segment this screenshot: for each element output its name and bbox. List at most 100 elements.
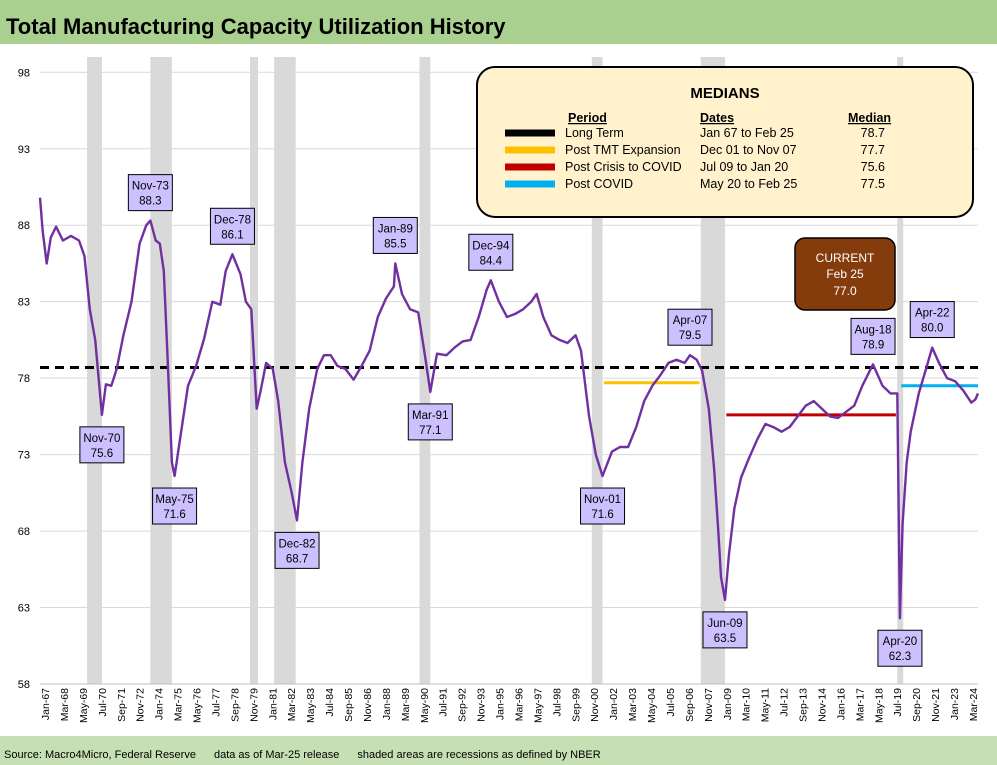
x-tick-label: Sep-20 [911,688,923,722]
x-tick-label: Jan-16 [835,688,847,720]
medians-legend-box: MEDIANS Period Dates Median Long Term Jan 67 … [476,66,974,218]
current-value: 77.0 [833,284,857,298]
y-tick-label: 93 [18,144,30,156]
annotation-value: 88.3 [139,196,161,208]
x-tick-label: Sep-92 [457,688,469,722]
annotation-date: Dec-82 [279,538,316,550]
medians-value: 77.7 [861,143,885,157]
x-tick-label: Mar-17 [854,688,866,721]
annotation-date: Dec-94 [472,240,510,252]
annotation-callout: Dec-82 68.7 [274,531,320,569]
x-tick-label: Jan-88 [381,688,393,720]
title-bar: Total Manufacturing Capacity Utilization… [0,0,997,44]
annotation-callout: Nov-73 88.3 [127,174,173,212]
x-tick-label: Sep-85 [343,688,355,722]
recession-shade [897,57,904,684]
recession-shade [591,57,603,684]
x-tick-label: Jul-91 [438,688,450,717]
x-tick-label: Sep-06 [684,688,696,722]
annotation-date: Apr-20 [883,636,918,648]
annotation-callout: Apr-22 80.0 [909,301,955,339]
x-tick-label: May-69 [78,688,90,723]
annotation-callout: Jun-09 63.5 [702,611,748,649]
x-tick-label: Sep-13 [798,688,810,722]
x-tick-label: Jan-74 [154,688,166,720]
annotation-callout: Dec-94 84.4 [468,233,514,271]
annotation-box [209,207,255,245]
current-label: CURRENT [816,251,875,265]
medians-dates: Jan 67 to Feb 25 [700,126,794,140]
x-tick-label: Nov-07 [703,688,715,722]
x-tick-label: Jul-70 [97,688,109,717]
x-tick-label: Jul-84 [324,688,336,717]
x-tick-label: Mar-03 [627,688,639,721]
annotation-value: 62.3 [889,651,911,663]
annotation-value: 77.1 [419,425,441,437]
x-tick-label: Jan-81 [267,688,279,720]
annotation-value: 68.7 [286,553,308,565]
y-tick-label: 83 [18,297,30,309]
medians-header-period: Period [568,111,607,125]
medians-period: Post COVID [565,177,633,191]
current-box-bg [794,237,896,311]
medians-period: Post TMT Expansion [565,143,681,157]
annotation-value: 63.5 [714,633,736,645]
y-tick-label: 68 [18,526,30,538]
medians-title: MEDIANS [690,85,759,102]
annotation-value: 71.6 [163,509,185,521]
annotation-value: 75.6 [91,448,113,460]
y-tick-label: 63 [18,603,30,615]
x-tick-label: Mar-68 [59,688,71,721]
current-date: Feb 25 [826,267,864,281]
annotation-date: Mar-91 [412,410,448,422]
medians-period: Long Term [565,126,624,140]
annotation-callout: Mar-91 77.1 [407,403,453,441]
annotation-box [468,233,514,271]
annotation-date: Jun-09 [707,618,742,630]
annotation-date: Dec-78 [214,214,251,226]
x-tick-label: May-83 [305,688,317,723]
recession-shade [87,57,102,684]
x-tick-label: Jul-77 [210,688,222,717]
annotation-date: Nov-01 [584,494,621,506]
x-tick-label: Sep-99 [570,688,582,722]
x-tick-label: May-97 [532,688,544,723]
annotation-date: Nov-70 [83,433,120,445]
annotation-callout: Aug-18 78.9 [850,317,896,355]
x-tick-label: Nov-72 [135,688,147,722]
annotation-callout: Nov-70 75.6 [79,426,125,464]
x-tick-label: Jul-19 [892,688,904,717]
x-tick-label: Mar-89 [400,688,412,721]
annotation-box [850,317,896,355]
annotation-callout: Apr-07 79.5 [667,308,713,346]
annotation-value: 71.6 [591,509,613,521]
y-tick-label: 88 [18,220,30,232]
annotation-value: 84.4 [480,255,503,267]
medians-header-dates: Dates [700,111,734,125]
capacity-utilization-line [38,197,980,620]
medians-dates: May 20 to Feb 25 [700,177,797,191]
annotation-callout: May-75 71.6 [152,487,198,525]
annotation-box [667,308,713,346]
x-tick-label: Nov-79 [248,688,260,722]
x-tick-label: Jan-95 [495,688,507,720]
y-tick-label: 78 [18,373,30,385]
annotation-box [909,301,955,339]
annotation-box [407,403,453,441]
x-tick-label: May-11 [760,688,772,722]
x-tick-label: May-76 [192,688,204,723]
x-tick-label: Jan-09 [722,688,734,720]
annotation-callout: Dec-78 86.1 [209,207,255,245]
x-tick-label: Jan-67 [40,688,52,720]
x-tick-label: Jan-23 [949,688,961,720]
x-tick-label: Nov-93 [476,688,488,722]
annotation-box [79,426,125,464]
x-tick-label: Jul-12 [779,688,791,717]
medians-value: 75.6 [861,160,885,174]
x-tick-label: Jan-02 [608,688,620,720]
x-tick-label: Mar-75 [173,688,185,721]
x-tick-label: Jul-98 [551,688,563,717]
annotation-box [877,629,923,667]
recession-shade [274,57,296,684]
